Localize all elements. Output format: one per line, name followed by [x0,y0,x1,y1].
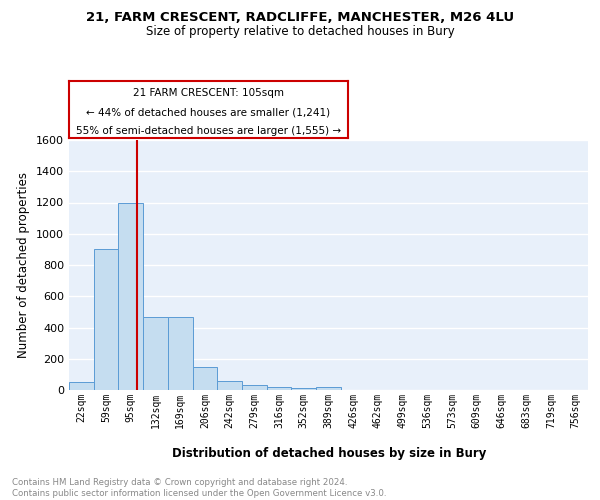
Bar [118,202,143,390]
Bar [292,388,316,390]
Bar [143,316,168,390]
Y-axis label: Number of detached properties: Number of detached properties [17,172,31,358]
Text: 21, FARM CRESCENT, RADCLIFFE, MANCHESTER, M26 4LU: 21, FARM CRESCENT, RADCLIFFE, MANCHESTER… [86,11,514,24]
Text: 21 FARM CRESCENT: 105sqm: 21 FARM CRESCENT: 105sqm [133,88,284,98]
Bar [267,387,292,390]
Text: ← 44% of detached houses are smaller (1,241): ← 44% of detached houses are smaller (1,… [86,108,331,118]
Text: Size of property relative to detached houses in Bury: Size of property relative to detached ho… [146,25,454,38]
Bar [94,250,118,390]
Text: Contains HM Land Registry data © Crown copyright and database right 2024.
Contai: Contains HM Land Registry data © Crown c… [12,478,386,498]
Bar [193,366,217,390]
Text: Distribution of detached houses by size in Bury: Distribution of detached houses by size … [172,448,486,460]
Bar [168,316,193,390]
Text: 55% of semi-detached houses are larger (1,555) →: 55% of semi-detached houses are larger (… [76,126,341,136]
Bar [316,387,341,390]
Bar [242,386,267,390]
Bar [69,382,94,390]
Bar [217,380,242,390]
